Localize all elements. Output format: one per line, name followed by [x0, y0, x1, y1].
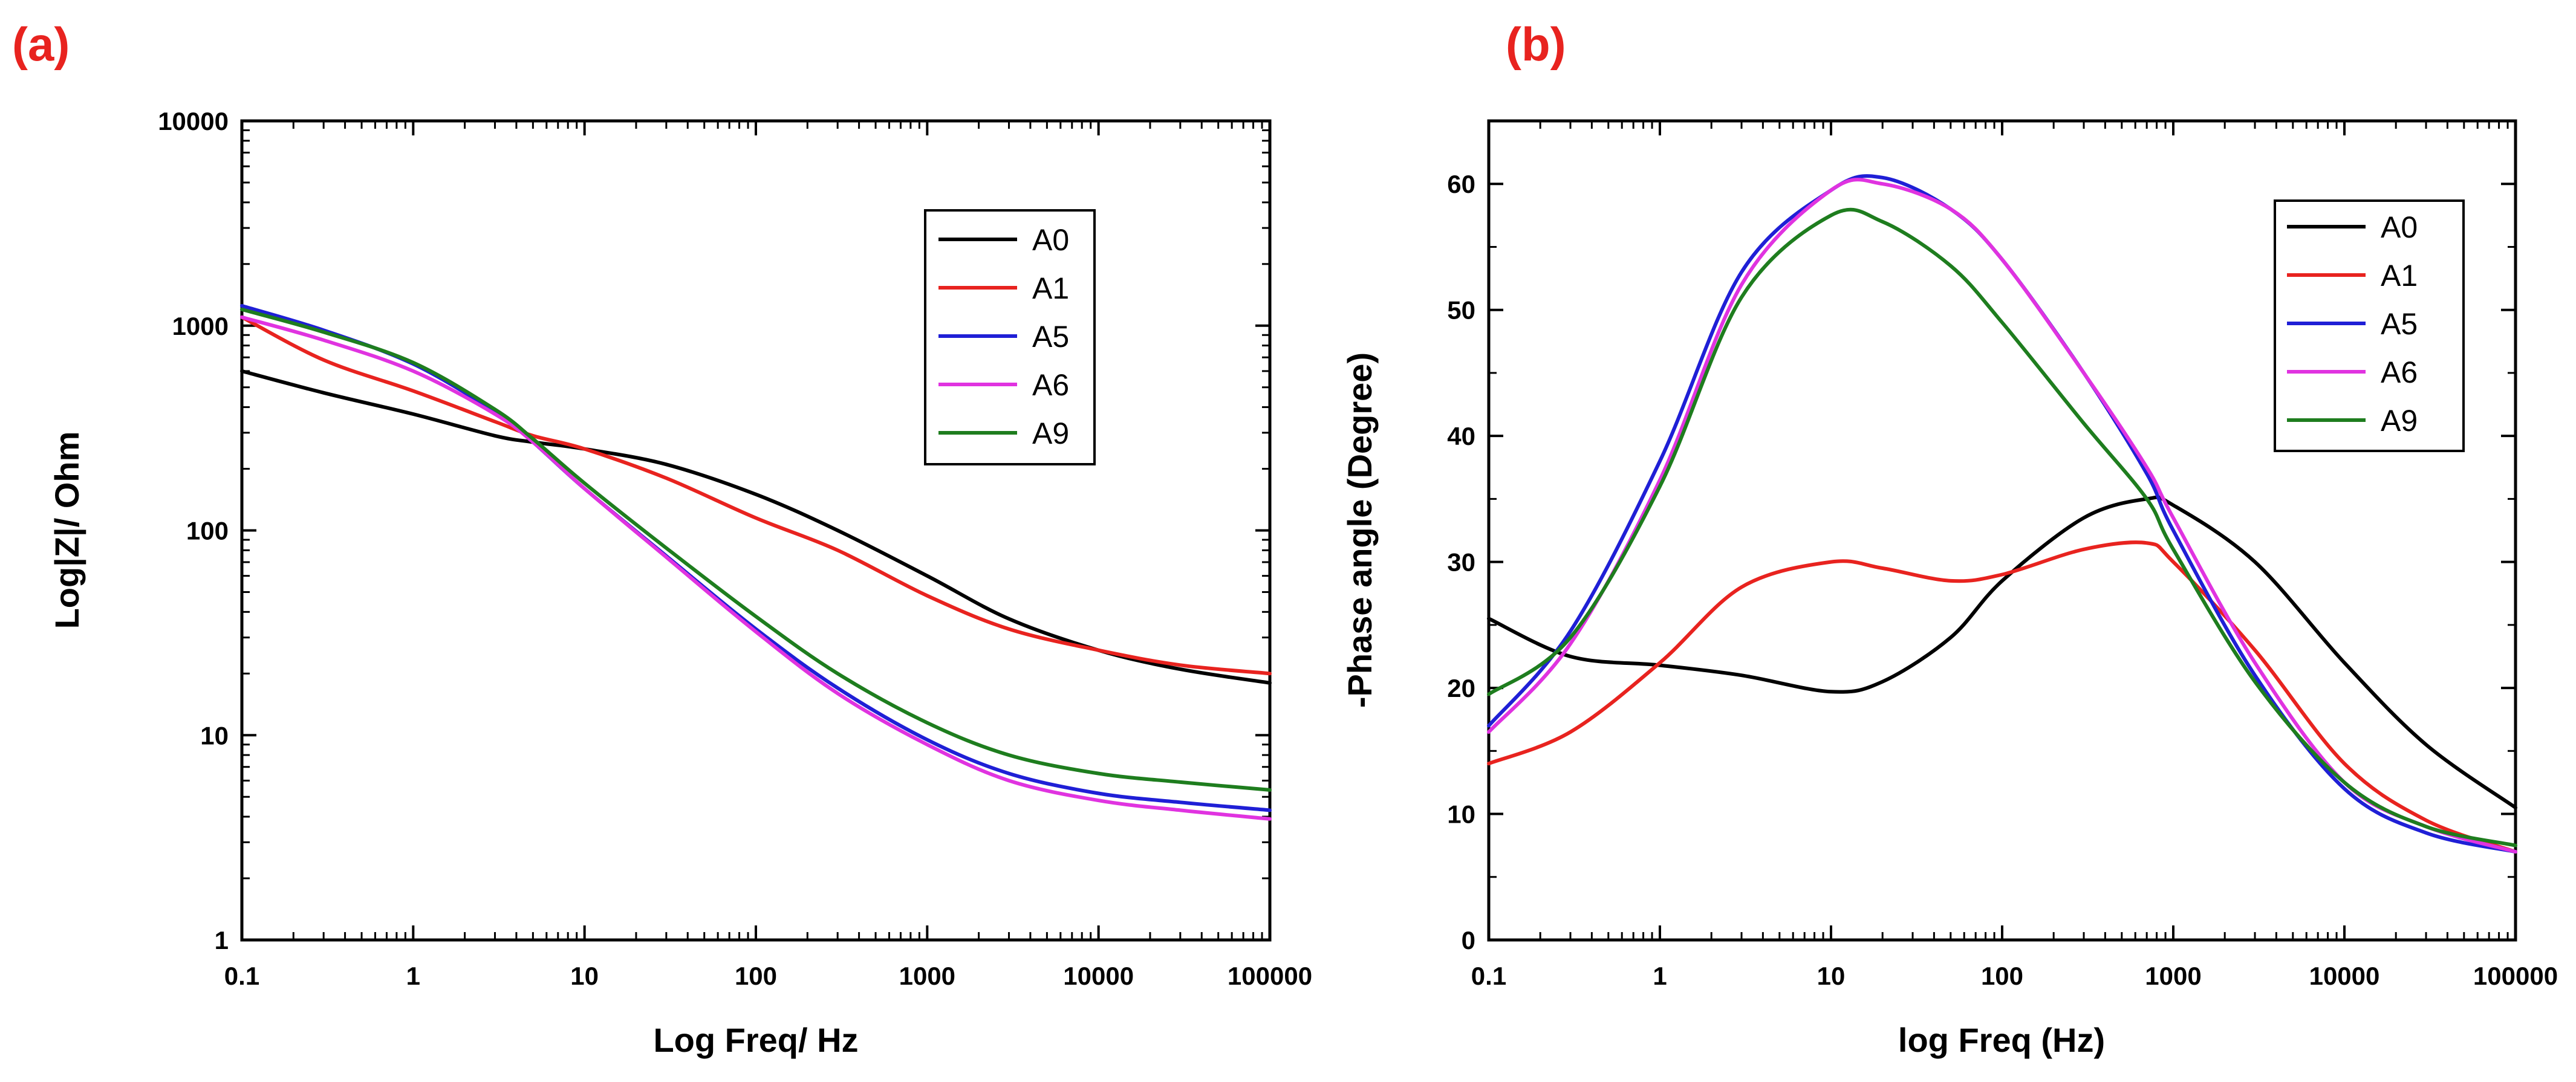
- chart-panel-a: 0.1 1 10 100 1000 10000 100000 1 10 100 1000 10000…: [48, 107, 1312, 1059]
- y-axis-title: Log|Z|/ Ohm: [48, 432, 86, 629]
- legend-label-a0: A0: [1032, 223, 1069, 257]
- y-tick-label: 1: [215, 926, 229, 954]
- x-tick-label: 10000: [2309, 962, 2380, 990]
- legend-label-a6: A6: [2381, 355, 2418, 389]
- x-tick-label: 10000: [1063, 962, 1134, 990]
- x-tick-label: 0.1: [1471, 962, 1506, 990]
- x-axis-ticks: 0.1 1 10 100 1000 10000 100000: [1471, 121, 2558, 990]
- series-line-a9: [1487, 207, 2517, 847]
- legend-label-a9: A9: [1032, 416, 1069, 450]
- series-line-a1: [1487, 540, 2517, 854]
- y-tick-label: 40: [1447, 422, 1475, 450]
- x-tick-label: 100: [1981, 962, 2023, 990]
- legend-label-a5: A5: [2381, 307, 2418, 341]
- y-tick-label: 50: [1447, 296, 1475, 325]
- x-axis-title: log Freq (Hz): [1898, 1021, 2105, 1059]
- x-axis-title: Log Freq/ Hz: [653, 1021, 858, 1059]
- panel-label-b: (b): [1506, 18, 1566, 71]
- legend: A0 A1 A5 A6 A9: [924, 209, 1096, 465]
- x-tick-label: 100: [735, 962, 777, 990]
- plot-frame: [240, 119, 1272, 942]
- series-line-a0: [240, 369, 1272, 685]
- panel-label-a: (a): [12, 18, 70, 71]
- y-tick-label: 30: [1447, 548, 1475, 577]
- series-line-a6: [1487, 178, 2517, 854]
- y-tick-label: 60: [1447, 170, 1475, 198]
- legend-label-a0: A0: [2381, 210, 2418, 244]
- x-tick-label: 1000: [2145, 962, 2201, 990]
- x-tick-label: 10: [570, 962, 599, 990]
- series-line-a9: [240, 307, 1272, 792]
- y-axis-ticks: 0 10 20 30 40 50 60: [1447, 170, 2516, 954]
- series-group: [240, 303, 1272, 821]
- x-tick-label: 10: [1817, 962, 1846, 990]
- y-tick-label: 0: [1462, 926, 1475, 954]
- x-axis-ticks: 0.1 1 10 100 1000 10000 100000: [224, 121, 1312, 990]
- series-line-a0: [1487, 495, 2517, 810]
- y-tick-label: 10: [1447, 800, 1475, 829]
- chart-panel-b: 0.1 1 10 100 1000 10000 100000 0 10 20 30 40 50 60 A…: [1341, 119, 2558, 1059]
- x-tick-label: 1000: [899, 962, 955, 990]
- legend-label-a6: A6: [1032, 368, 1069, 402]
- x-tick-label: 0.1: [224, 962, 259, 990]
- legend-label-a1: A1: [2381, 259, 2418, 293]
- legend-label-a9: A9: [2381, 404, 2418, 438]
- series-line-a6: [240, 315, 1272, 821]
- series-group: [1487, 174, 2517, 854]
- series-line-a5: [240, 303, 1272, 812]
- x-tick-label: 1: [1653, 962, 1667, 990]
- y-tick-label: 10: [200, 721, 229, 750]
- y-tick-label: 20: [1447, 674, 1475, 702]
- y-axis-title: -Phase angle (Degree): [1341, 352, 1379, 708]
- y-tick-label: 1000: [172, 312, 229, 340]
- y-tick-label: 10000: [158, 107, 229, 135]
- series-line-a1: [240, 315, 1272, 676]
- y-tick-label: 100: [186, 517, 229, 545]
- legend-label-a5: A5: [1032, 320, 1069, 354]
- x-tick-label: 100000: [1228, 962, 1312, 990]
- x-tick-label: 1: [406, 962, 420, 990]
- x-tick-label: 100000: [2473, 962, 2558, 990]
- y-axis-ticks: 1 10 100 1000 10000: [158, 107, 1270, 954]
- legend-label-a1: A1: [1032, 271, 1069, 305]
- legend-box: [2274, 199, 2465, 452]
- legend: A0 A1 A5 A6 A9: [2274, 199, 2465, 452]
